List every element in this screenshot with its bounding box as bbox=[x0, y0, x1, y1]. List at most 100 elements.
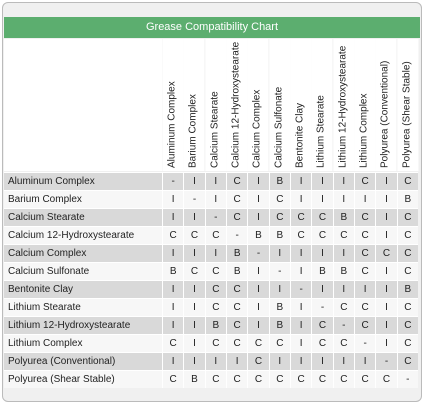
compat-cell: C bbox=[204, 280, 226, 298]
compat-cell: C bbox=[375, 244, 397, 262]
compat-cell: C bbox=[354, 316, 376, 334]
compat-cell: C bbox=[268, 334, 290, 352]
row-label: Calcium Stearate bbox=[4, 208, 162, 226]
compat-cell: C bbox=[290, 226, 312, 244]
compat-cell: I bbox=[162, 316, 184, 334]
compat-cell: C bbox=[204, 334, 226, 352]
row-label: Lithium Complex bbox=[4, 334, 162, 352]
compat-cell: C bbox=[332, 370, 354, 388]
compat-cell: C bbox=[204, 262, 226, 280]
compat-cell: C bbox=[354, 208, 376, 226]
compat-cell: C bbox=[226, 334, 248, 352]
compat-cell: C bbox=[268, 370, 290, 388]
compat-cell: I bbox=[183, 172, 205, 190]
compat-cell: I bbox=[183, 334, 205, 352]
row-label: Lithium 12-Hydroxystearate bbox=[4, 316, 162, 334]
compat-cell: I bbox=[290, 316, 312, 334]
compat-cell: B bbox=[268, 226, 290, 244]
compat-cell: C bbox=[204, 298, 226, 316]
compat-cell: - bbox=[375, 352, 397, 370]
compat-cell: I bbox=[226, 352, 248, 370]
compat-cell: I bbox=[375, 262, 397, 280]
compat-cell: C bbox=[354, 262, 376, 280]
compat-cell: C bbox=[354, 370, 376, 388]
compat-cell: I bbox=[375, 172, 397, 190]
compat-cell: C bbox=[226, 298, 248, 316]
compat-cell: I bbox=[183, 280, 205, 298]
column-header: Lithium Complex bbox=[354, 39, 376, 171]
compat-cell: - bbox=[311, 298, 333, 316]
compat-cell: I bbox=[375, 316, 397, 334]
compat-cell: C bbox=[332, 298, 354, 316]
compat-cell: I bbox=[290, 190, 312, 208]
compat-cell: I bbox=[375, 190, 397, 208]
compat-cell: I bbox=[162, 352, 184, 370]
compat-cell: I bbox=[311, 172, 333, 190]
compat-cell: B bbox=[183, 370, 205, 388]
column-header: Calcium Stearate bbox=[204, 39, 226, 171]
compat-cell: I bbox=[311, 244, 333, 262]
compat-cell: C bbox=[290, 370, 312, 388]
compat-cell: I bbox=[354, 280, 376, 298]
compat-cell: I bbox=[247, 316, 269, 334]
compat-cell: B bbox=[268, 316, 290, 334]
compat-cell: C bbox=[396, 244, 418, 262]
row-label: Bentonite Clay bbox=[4, 280, 162, 298]
compat-cell: C bbox=[247, 334, 269, 352]
compat-cell: B bbox=[204, 316, 226, 334]
compat-cell: C bbox=[311, 226, 333, 244]
compat-cell: C bbox=[247, 352, 269, 370]
compat-cell: I bbox=[204, 352, 226, 370]
column-header: Calcium 12-Hydroxystearate bbox=[226, 39, 248, 171]
compat-cell: I bbox=[375, 298, 397, 316]
compat-cell: B bbox=[311, 262, 333, 280]
compat-cell: C bbox=[183, 226, 205, 244]
compat-cell: B bbox=[332, 208, 354, 226]
compat-cell: C bbox=[204, 226, 226, 244]
compat-cell: I bbox=[375, 334, 397, 352]
column-header: Lithium 12-Hydroxystearate bbox=[332, 39, 354, 171]
compat-cell: I bbox=[332, 244, 354, 262]
column-header: Lithium Stearate bbox=[311, 39, 333, 171]
compat-cell: C bbox=[354, 172, 376, 190]
compat-cell: I bbox=[183, 316, 205, 334]
compat-cell: I bbox=[375, 226, 397, 244]
compat-cell: I bbox=[311, 352, 333, 370]
compat-cell: I bbox=[290, 244, 312, 262]
compat-cell: B bbox=[268, 172, 290, 190]
column-header: Calcium Sulfonate bbox=[268, 39, 290, 171]
compat-cell: I bbox=[247, 190, 269, 208]
row-label: Lithium Stearate bbox=[4, 298, 162, 316]
compat-cell: C bbox=[183, 262, 205, 280]
compat-cell: I bbox=[268, 352, 290, 370]
column-header: Calcium Complex bbox=[247, 39, 269, 171]
column-header: Aluminum Complex bbox=[162, 39, 184, 171]
row-label: Polyurea (Shear Stable) bbox=[4, 370, 162, 388]
compat-cell: I bbox=[247, 208, 269, 226]
header-corner bbox=[4, 39, 162, 171]
compat-cell: I bbox=[247, 172, 269, 190]
compat-cell: I bbox=[354, 190, 376, 208]
row-label: Calcium Complex bbox=[4, 244, 162, 262]
compat-cell: I bbox=[162, 280, 184, 298]
compat-cell: - bbox=[247, 244, 269, 262]
compat-cell: C bbox=[162, 226, 184, 244]
compat-cell: I bbox=[290, 352, 312, 370]
compat-cell: - bbox=[226, 226, 248, 244]
compat-cell: I bbox=[162, 208, 184, 226]
compat-cell: C bbox=[375, 370, 397, 388]
compat-cell: I bbox=[247, 298, 269, 316]
compat-cell: I bbox=[162, 298, 184, 316]
compat-cell: C bbox=[162, 334, 184, 352]
compat-cell: I bbox=[290, 334, 312, 352]
column-header: Bentonite Clay bbox=[290, 39, 312, 171]
column-header: Polyurea (Conventional) bbox=[375, 39, 397, 171]
compat-cell: C bbox=[226, 208, 248, 226]
compat-cell: C bbox=[332, 334, 354, 352]
compat-cell: B bbox=[226, 262, 248, 280]
compat-cell: B bbox=[268, 298, 290, 316]
compat-cell: C bbox=[311, 334, 333, 352]
compat-cell: C bbox=[268, 208, 290, 226]
compat-cell: I bbox=[311, 280, 333, 298]
